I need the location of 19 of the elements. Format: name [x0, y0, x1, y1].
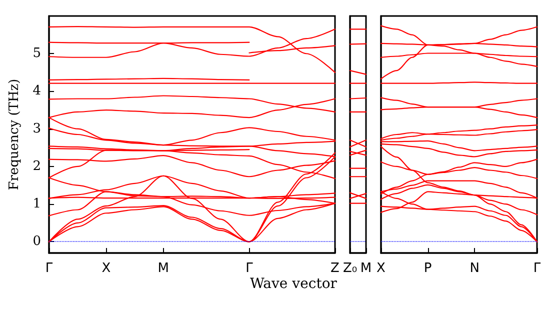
x-tick-label: P: [424, 261, 432, 276]
x-tick-label: Z₀: [342, 261, 358, 276]
x-tick-label: Γ: [533, 261, 542, 276]
x-tick-label: M: [158, 261, 170, 276]
x-tick-label: X: [102, 261, 111, 276]
x-axis-title: Wave vector: [250, 276, 338, 292]
y-tick-label: 3: [32, 121, 41, 136]
y-tick-label: 1: [32, 196, 41, 212]
y-tick-label: 5: [32, 46, 41, 62]
x-tick-label: X: [376, 261, 386, 276]
x-tick-label: M: [360, 261, 372, 276]
y-tick-label: 4: [32, 84, 41, 99]
y-tick-label: 0: [32, 234, 41, 250]
x-tick-label: Γ: [246, 261, 254, 276]
y-axis-title: Frequency (THz): [7, 78, 22, 190]
y-tick-label: 2: [32, 158, 41, 174]
x-tick-label: Z: [330, 261, 340, 276]
x-tick-label: Γ: [45, 261, 54, 276]
x-tick-label: N: [470, 261, 480, 276]
